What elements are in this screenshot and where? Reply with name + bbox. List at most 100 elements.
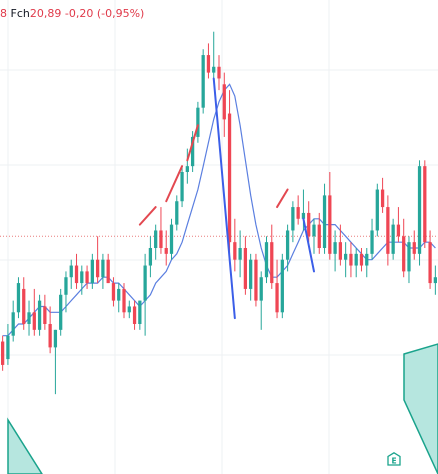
candle-body (286, 230, 289, 259)
candle-body (70, 266, 73, 278)
candle (275, 260, 278, 318)
candle-body (249, 260, 252, 289)
candle-body (122, 289, 125, 312)
candle-body (297, 207, 300, 219)
candle-body (38, 301, 41, 330)
candle-body (107, 260, 110, 283)
candle-body (312, 225, 315, 237)
candle-body (318, 225, 321, 248)
candle-body (202, 55, 205, 108)
candle (75, 254, 78, 289)
candle-body (339, 242, 342, 260)
candle (265, 236, 268, 283)
candle-body (154, 230, 157, 248)
trend-line-red-0[interactable] (140, 207, 156, 225)
candle (133, 301, 136, 330)
pattern-shape-bottom-left[interactable] (8, 420, 42, 474)
candle (260, 271, 263, 329)
candle-body (413, 242, 416, 254)
candle (434, 266, 437, 295)
candle-body (328, 195, 331, 253)
legend-close-label: Fch (11, 7, 30, 20)
candle-body (80, 271, 83, 283)
candle-body (27, 312, 30, 324)
candle (149, 236, 152, 277)
trend-line-red-4[interactable] (277, 190, 288, 208)
candle-body (1, 342, 4, 365)
candle-body (170, 225, 173, 254)
legend-close-value: 20,89 (30, 7, 62, 20)
candle (101, 254, 104, 289)
candle-body (48, 324, 51, 347)
candle (64, 271, 67, 312)
candle-body (165, 248, 168, 254)
candle-body (112, 283, 115, 301)
candle-body (418, 166, 421, 254)
candle-body (138, 301, 141, 324)
candle (175, 195, 178, 230)
candle-body (96, 260, 99, 278)
candle-body (175, 201, 178, 224)
candle (12, 301, 15, 342)
candle (381, 178, 384, 213)
candle (254, 254, 257, 307)
candle-body (397, 225, 400, 237)
candle (238, 230, 241, 277)
candle-body (217, 67, 220, 79)
candle-body (281, 260, 284, 313)
price-legend: 8 Fch20,89 -0,20 (-0,95%) (0, 7, 144, 21)
candle (217, 55, 220, 90)
candle (43, 295, 46, 330)
candle-body (381, 190, 384, 208)
candle (418, 160, 421, 265)
candle (159, 207, 162, 254)
candle-body (291, 207, 294, 230)
candle (323, 184, 326, 254)
candle (1, 336, 4, 371)
candle (344, 242, 347, 277)
candle (312, 219, 315, 254)
candle (22, 277, 25, 330)
candle-body (434, 277, 437, 283)
candle (244, 236, 247, 294)
candle (85, 266, 88, 289)
candle-body (370, 230, 373, 253)
candle (33, 289, 36, 336)
candle-body (91, 260, 94, 283)
candle (128, 301, 131, 319)
candle-body (428, 242, 431, 283)
earnings-icon[interactable]: E (387, 452, 401, 466)
candle (96, 236, 99, 283)
candle-body (43, 306, 46, 324)
candle-body (323, 195, 326, 248)
candle (207, 43, 210, 78)
candle-body (402, 236, 405, 271)
candles-layer (1, 32, 437, 394)
legend-prefix: 8 (0, 7, 7, 20)
candle-body (244, 248, 247, 289)
candle (397, 207, 400, 242)
candle-body (349, 254, 352, 266)
candle (423, 160, 426, 248)
candle-body (238, 248, 241, 260)
candle-body (22, 289, 25, 324)
candle (376, 184, 379, 237)
candle-body (17, 283, 20, 312)
trend-line-red-1[interactable] (166, 166, 182, 201)
candle-body (59, 295, 62, 330)
legend-change-pct: (-0,95%) (97, 7, 145, 20)
candle (59, 289, 62, 336)
candle (413, 230, 416, 259)
moving-average-line (3, 84, 436, 335)
pattern-shape-right[interactable] (404, 344, 438, 474)
candle-body (75, 266, 78, 284)
candle-body (186, 166, 189, 172)
candle (54, 330, 57, 394)
candle-body (233, 242, 236, 260)
candle-body (207, 55, 210, 73)
candle (428, 230, 431, 288)
candle (270, 225, 273, 289)
candle-body (270, 242, 273, 283)
candle-body (333, 242, 336, 254)
candle-body (275, 283, 278, 312)
